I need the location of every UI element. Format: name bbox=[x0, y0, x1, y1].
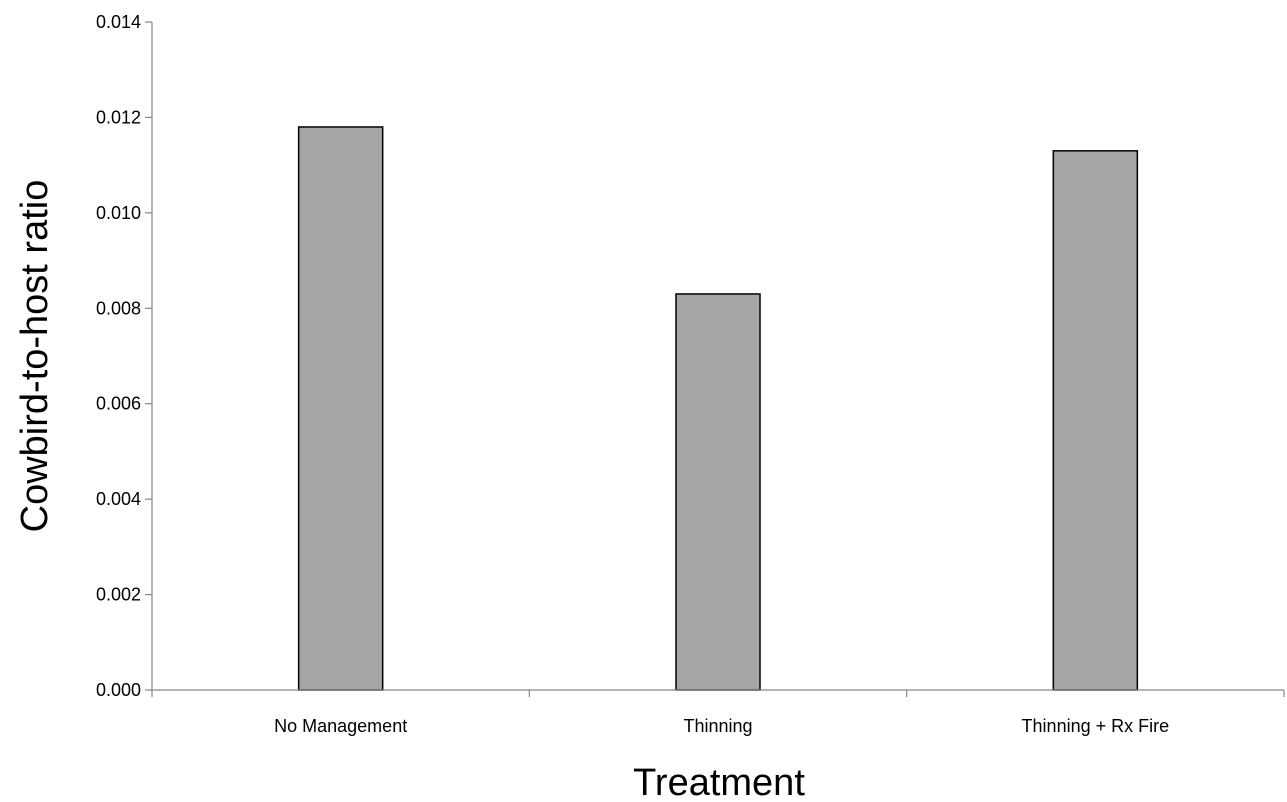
bars bbox=[297, 126, 1139, 691]
x-axis-title: Treatment bbox=[633, 762, 805, 802]
y-tick-label: 0.004 bbox=[96, 489, 141, 509]
y-tick-label: 0.002 bbox=[96, 585, 141, 605]
bar-thinning bbox=[675, 293, 761, 691]
bar-no-management bbox=[297, 126, 384, 691]
y-tick-label: 0.006 bbox=[96, 394, 141, 414]
category-labels: No Management Thinning Thinning + Rx Fire bbox=[274, 716, 1169, 736]
category-label: Thinning + Rx Fire bbox=[1022, 716, 1170, 736]
category-label: Thinning bbox=[683, 716, 752, 736]
x-axis-ticks bbox=[151, 690, 1285, 697]
y-tick-label: 0.010 bbox=[96, 203, 141, 223]
y-axis-ticks: 0.000 0.002 0.004 0.006 0.008 0.010 0.012 0.014 bbox=[96, 12, 152, 700]
y-axis-title: Cowbird-to-host ratio bbox=[14, 180, 56, 533]
category-label: No Management bbox=[274, 716, 407, 736]
y-tick-label: 0.000 bbox=[96, 680, 141, 700]
y-tick-label: 0.008 bbox=[96, 298, 141, 318]
y-tick-label: 0.012 bbox=[96, 107, 141, 127]
y-tick-label: 0.014 bbox=[96, 12, 141, 32]
bar-thinning-rx-fire bbox=[1052, 150, 1139, 691]
